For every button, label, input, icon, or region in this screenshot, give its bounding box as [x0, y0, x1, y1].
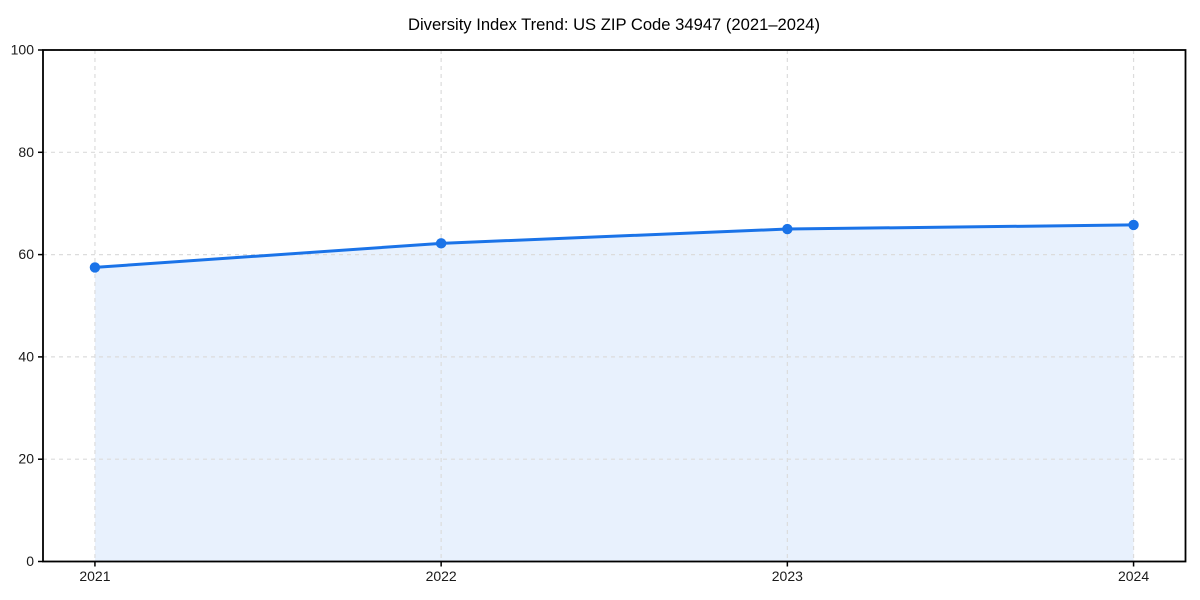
x-tick-label: 2024: [1118, 568, 1149, 584]
y-tick-label: 60: [18, 246, 34, 262]
x-tick-label: 2022: [426, 568, 457, 584]
y-tick-label: 40: [18, 348, 34, 364]
chart-title: Diversity Index Trend: US ZIP Code 34947…: [408, 15, 820, 34]
data-point-marker: [782, 223, 793, 235]
axis-tick-marks: [38, 49, 1135, 567]
x-tick-label: 2021: [79, 568, 110, 584]
data-point-markers: [89, 219, 1139, 273]
data-point-marker: [435, 238, 447, 249]
trend-polyline: [93, 223, 1136, 269]
y-tick-label: 100: [11, 42, 35, 58]
x-tick-label: 2023: [772, 568, 803, 584]
area-fill-polygon: [94, 224, 1134, 562]
data-point-marker: [89, 262, 101, 273]
plot-border: [42, 49, 1187, 563]
y-tick-labels: 0 20 40 60 80 100: [11, 42, 35, 570]
x-tick-labels: 2021 2022 2023 2024: [79, 568, 1149, 584]
area-fill: [94, 224, 1134, 562]
y-tick-label: 0: [26, 553, 34, 569]
trend-line: [93, 223, 1136, 269]
y-tick-label: 80: [18, 144, 34, 160]
y-tick-label: 20: [18, 451, 34, 467]
axes-spines: [42, 49, 1187, 563]
data-point-marker: [1128, 219, 1139, 231]
